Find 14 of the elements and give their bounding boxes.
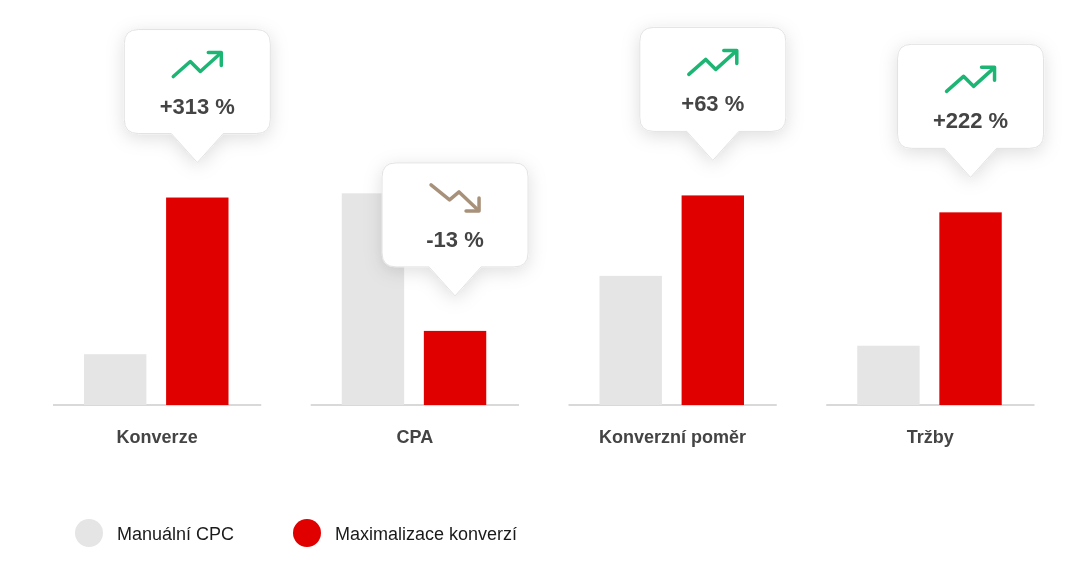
annotation: -13 % xyxy=(426,226,484,252)
x-tick-label: Konverze xyxy=(116,427,198,447)
text: +222 % xyxy=(932,108,1009,134)
text: +313 % xyxy=(159,93,235,119)
x-tick-label: Konverzní poměr xyxy=(599,427,747,447)
bar xyxy=(166,197,229,405)
bar xyxy=(423,330,487,405)
bar xyxy=(939,212,1002,405)
bar xyxy=(681,195,744,405)
x-tick-label: CPA xyxy=(396,427,434,447)
legend-label: Manuální CPC xyxy=(117,523,235,544)
text: +63 % xyxy=(681,91,745,117)
x-tick-label: Tržby xyxy=(906,427,954,447)
legend-label: Maximalizace konverzí xyxy=(335,523,518,544)
